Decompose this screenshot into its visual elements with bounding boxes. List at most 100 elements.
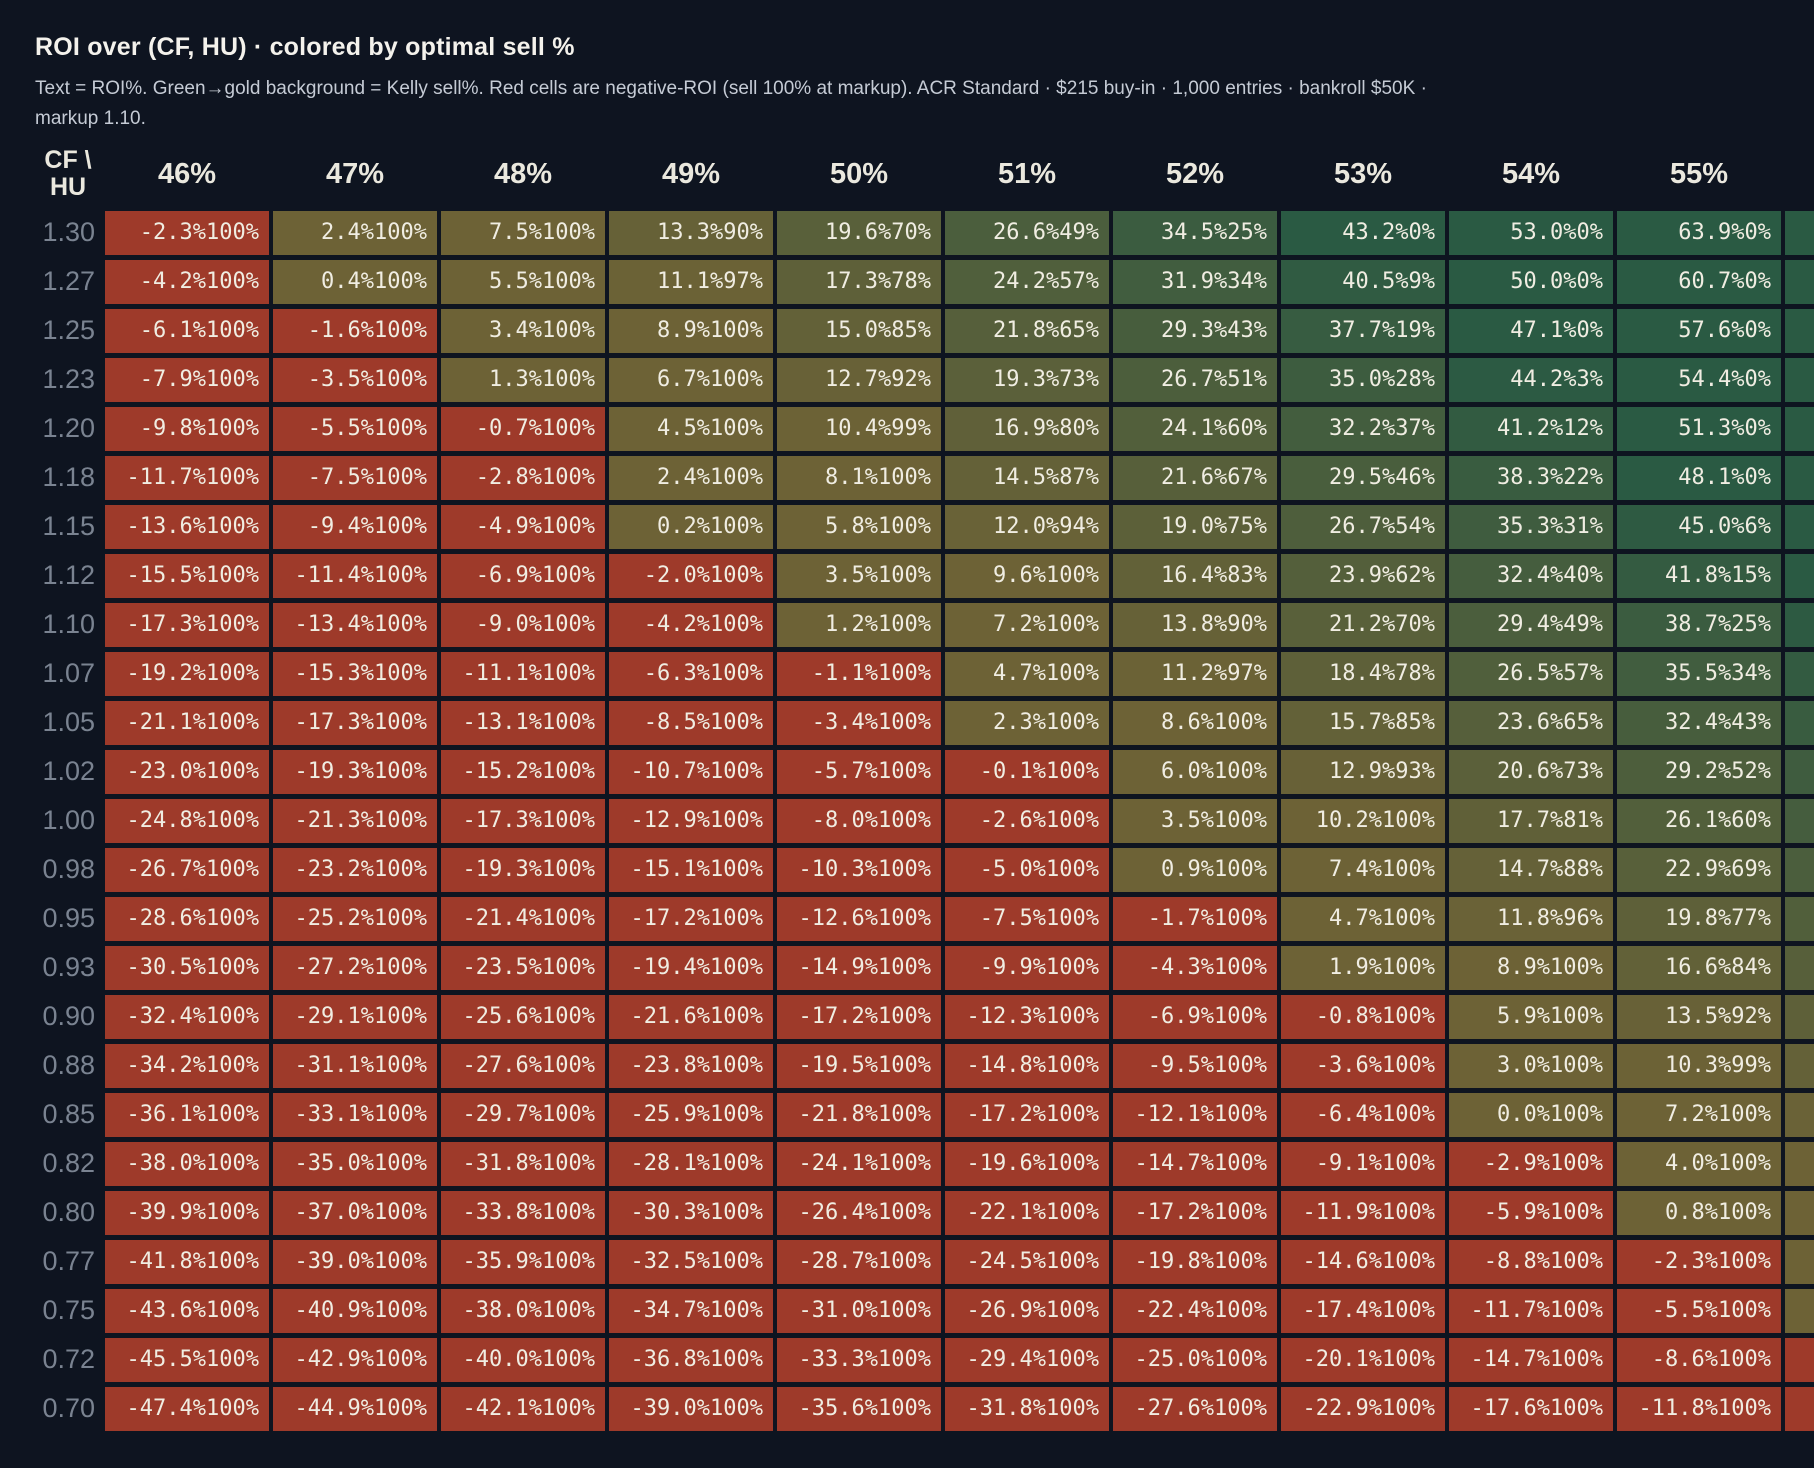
heatmap-cell: -19.5%100% — [777, 1043, 941, 1088]
heatmap-cell: 7.5%100% — [441, 210, 605, 255]
heatmap-cell: -6.1%100% — [105, 308, 269, 353]
heatmap-cell: 4.7%100% — [945, 651, 1109, 696]
heatmap-cell: -21.1%100% — [105, 700, 269, 745]
heatmap-cell: -15.3%100% — [273, 651, 437, 696]
heatmap-cell: 35.0%28% — [1281, 357, 1445, 402]
heatmap-cell: -40.9%100% — [273, 1288, 437, 1333]
column-header-clipped — [1785, 142, 1814, 206]
heatmap-cell: -35.0%100% — [273, 1141, 437, 1186]
heatmap-cell: 23.9%62% — [1281, 553, 1445, 598]
heatmap-cell: -6.9%100% — [441, 553, 605, 598]
heatmap-cell-clipped — [1785, 210, 1814, 255]
heatmap-cell: 13.5%92% — [1617, 994, 1781, 1039]
heatmap-cell: -33.8%100% — [441, 1190, 605, 1235]
heatmap-cell: 35.3%31% — [1449, 504, 1613, 549]
row-label-cf-1.20: 1.20 — [42, 413, 95, 444]
heatmap-cell: -33.3%100% — [777, 1337, 941, 1382]
heatmap-cell: -19.4%100% — [609, 945, 773, 990]
heatmap-cell: 38.3%22% — [1449, 455, 1613, 500]
heatmap-cell: -32.5%100% — [609, 1239, 773, 1284]
heatmap-cell: -11.7%100% — [1449, 1288, 1613, 1333]
heatmap-cell: 8.6%100% — [1113, 700, 1277, 745]
heatmap-cell: 43.2%0% — [1281, 210, 1445, 255]
heatmap-cell: -17.2%100% — [1113, 1190, 1277, 1235]
heatmap-cell: -27.2%100% — [273, 945, 437, 990]
heatmap-cell: -6.3%100% — [609, 651, 773, 696]
row-label-cf-0.95: 0.95 — [42, 903, 95, 934]
heatmap-cell: 16.4%83% — [1113, 553, 1277, 598]
heatmap-cell: -0.7%100% — [441, 406, 605, 451]
heatmap-cell: -28.1%100% — [609, 1141, 773, 1186]
heatmap-cell: -19.8%100% — [1113, 1239, 1277, 1284]
heatmap-cell: -17.4%100% — [1281, 1288, 1445, 1333]
heatmap-cell: -35.9%100% — [441, 1239, 605, 1284]
heatmap-cell: -0.8%100% — [1281, 994, 1445, 1039]
heatmap-cell: -38.0%100% — [105, 1141, 269, 1186]
heatmap-cell: 11.1%97% — [609, 259, 773, 304]
heatmap-cell: -31.8%100% — [441, 1141, 605, 1186]
heatmap-cell: 7.4%100% — [1281, 847, 1445, 892]
heatmap-cell: -26.4%100% — [777, 1190, 941, 1235]
corner-label-line2: HU — [49, 173, 87, 201]
heatmap-cell: 22.9%69% — [1617, 847, 1781, 892]
heatmap-cell: 17.7%81% — [1449, 798, 1613, 843]
heatmap-cell-clipped — [1785, 1043, 1814, 1088]
heatmap-cell: -9.5%100% — [1113, 1043, 1277, 1088]
heatmap-cell: 20.6%73% — [1449, 749, 1613, 794]
heatmap-cell: 54.4%0% — [1617, 357, 1781, 402]
heatmap-cell: 16.6%84% — [1617, 945, 1781, 990]
heatmap-cell-clipped — [1785, 700, 1814, 745]
heatmap-cell: -9.8%100% — [105, 406, 269, 451]
heatmap-cell: -17.2%100% — [609, 896, 773, 941]
heatmap-cell: -35.6%100% — [777, 1386, 941, 1431]
heatmap-cell: -26.7%100% — [105, 847, 269, 892]
row-label-cf-1.10: 1.10 — [42, 609, 95, 640]
heatmap-cell: -29.4%100% — [945, 1337, 1109, 1382]
heatmap-cell-clipped — [1785, 455, 1814, 500]
row-label-cf-1.25: 1.25 — [42, 315, 95, 346]
heatmap-cell: -25.9%100% — [609, 1092, 773, 1137]
heatmap-cell: -43.6%100% — [105, 1288, 269, 1333]
heatmap-cell: 23.6%65% — [1449, 700, 1613, 745]
heatmap-cell: -19.2%100% — [105, 651, 269, 696]
heatmap-cell: -9.9%100% — [945, 945, 1109, 990]
heatmap-cell: -14.6%100% — [1281, 1239, 1445, 1284]
heatmap-cell: 0.2%100% — [609, 504, 773, 549]
heatmap-cell: 2.4%100% — [609, 455, 773, 500]
column-header-hu-55: 55% — [1669, 157, 1729, 190]
heatmap-cell: -7.9%100% — [105, 357, 269, 402]
column-header-hu-47: 47% — [325, 157, 385, 190]
heatmap-cell: 32.4%40% — [1449, 553, 1613, 598]
heatmap-cell: 19.3%73% — [945, 357, 1109, 402]
heatmap-cell-clipped — [1785, 798, 1814, 843]
heatmap-cell: -19.3%100% — [273, 749, 437, 794]
heatmap-cell: 1.2%100% — [777, 602, 941, 647]
heatmap-cell: -47.4%100% — [105, 1386, 269, 1431]
heatmap-cell: -1.7%100% — [1113, 896, 1277, 941]
subtitle-line-2: markup 1.10. — [35, 108, 146, 129]
heatmap-cell: -0.1%100% — [945, 749, 1109, 794]
heatmap-cell: -13.1%100% — [441, 700, 605, 745]
heatmap-cell: 12.7%92% — [777, 357, 941, 402]
heatmap-cell: -14.8%100% — [945, 1043, 1109, 1088]
row-label-cf-0.80: 0.80 — [42, 1197, 95, 1228]
heatmap-cell: 35.5%34% — [1617, 651, 1781, 696]
heatmap-cell: -6.9%100% — [1113, 994, 1277, 1039]
corner-label-cf-hu: CF \ HU — [35, 142, 101, 206]
row-label-cf-1.07: 1.07 — [42, 658, 95, 689]
heatmap-cell: 11.8%96% — [1449, 896, 1613, 941]
heatmap-cell: 48.1%0% — [1617, 455, 1781, 500]
heatmap-cell: -19.6%100% — [945, 1141, 1109, 1186]
heatmap-cell-clipped — [1785, 1288, 1814, 1333]
heatmap-cell: -31.8%100% — [945, 1386, 1109, 1431]
heatmap-cell: 50.0%0% — [1449, 259, 1613, 304]
heatmap-cell: -10.3%100% — [777, 847, 941, 892]
heatmap-cell-clipped — [1785, 308, 1814, 353]
heatmap-cell-clipped — [1785, 1386, 1814, 1431]
column-header-hu-49: 49% — [661, 157, 721, 190]
heatmap-cell: -20.1%100% — [1281, 1337, 1445, 1382]
heatmap-cell: 9.6%100% — [945, 553, 1109, 598]
heatmap-cell: -23.0%100% — [105, 749, 269, 794]
heatmap-cell: -17.2%100% — [945, 1092, 1109, 1137]
